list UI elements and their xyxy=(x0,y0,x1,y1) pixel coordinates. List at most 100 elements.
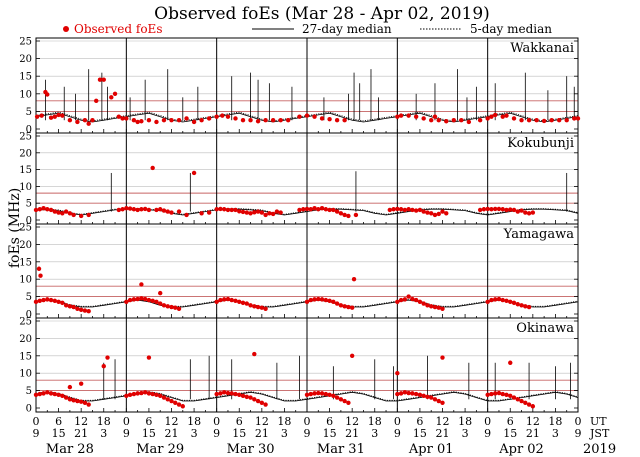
observed-point xyxy=(534,118,539,123)
observed-point xyxy=(240,209,246,215)
observed-point xyxy=(323,207,329,212)
observed-point xyxy=(154,392,159,397)
observed-point xyxy=(263,118,268,123)
legend-median27-label: 27-day median xyxy=(302,22,392,36)
observed-point xyxy=(523,304,528,309)
observed-point xyxy=(146,207,152,213)
observed-point xyxy=(398,297,404,303)
jst-tick-label: 3 xyxy=(462,427,469,440)
observed-point xyxy=(530,210,536,215)
observed-point xyxy=(221,297,227,302)
observed-point xyxy=(511,300,517,306)
jst-tick-label: 9 xyxy=(33,427,40,440)
jst-tick-label: 21 xyxy=(526,427,540,440)
observed-point xyxy=(508,299,513,305)
jst-tick-label: 15 xyxy=(232,427,246,440)
observed-point xyxy=(56,210,61,215)
observed-point xyxy=(432,212,438,218)
observed-point xyxy=(142,296,148,302)
observed-point xyxy=(255,304,261,310)
station-name: Okinawa xyxy=(516,321,574,336)
observed-point xyxy=(312,391,317,396)
observed-point xyxy=(67,304,73,309)
observed-point xyxy=(120,207,125,212)
observed-point xyxy=(395,114,400,119)
observed-point xyxy=(206,210,212,215)
panel-wakkanai: 0 5 10 15 20 25 Wakkanai xyxy=(19,37,581,136)
observed-point xyxy=(564,118,569,123)
observed-point xyxy=(124,206,129,211)
observed-point xyxy=(338,211,344,216)
observed-point xyxy=(105,355,110,360)
observed-point xyxy=(33,207,39,213)
observed-point xyxy=(496,390,502,396)
observed-point xyxy=(225,114,231,119)
y-tick-label: 15 xyxy=(19,351,32,362)
observed-point xyxy=(466,119,472,125)
observed-point xyxy=(526,402,532,407)
observed-point xyxy=(131,118,137,123)
observed-point xyxy=(304,299,310,305)
observed-point xyxy=(440,209,445,214)
jst-tick-label: 9 xyxy=(394,427,401,440)
observed-point xyxy=(154,119,159,125)
observed-point xyxy=(523,400,528,405)
date-label: Mar 29 xyxy=(136,442,184,457)
observed-point xyxy=(477,207,483,213)
y-tick-label: 25 xyxy=(19,37,32,48)
observed-point xyxy=(541,118,547,124)
observed-point xyxy=(45,390,50,395)
observed-point xyxy=(398,113,404,118)
jst-tick-label: 9 xyxy=(575,427,582,440)
observed-point xyxy=(297,207,302,213)
observed-point xyxy=(508,393,513,399)
observed-point xyxy=(252,397,257,402)
observed-point xyxy=(523,210,528,215)
ut-tick-label: 18 xyxy=(277,415,291,428)
observed-point xyxy=(139,296,144,301)
observed-point xyxy=(338,397,344,402)
observed-point xyxy=(60,393,65,399)
observed-point xyxy=(86,309,91,314)
observed-point xyxy=(150,298,155,303)
observed-point xyxy=(240,300,246,306)
observed-point xyxy=(395,371,400,376)
jst-tick-label: 15 xyxy=(323,427,337,440)
observed-point xyxy=(139,207,144,212)
observed-point xyxy=(161,118,167,123)
observed-point xyxy=(161,395,167,400)
observed-point xyxy=(334,395,340,400)
observed-point xyxy=(331,393,336,399)
observed-point xyxy=(429,211,434,216)
y-tick-label: 5 xyxy=(26,292,32,303)
observed-point xyxy=(421,301,426,306)
y-tick-label: 10 xyxy=(19,89,32,100)
observed-point xyxy=(410,296,415,302)
observed-point xyxy=(530,404,536,409)
observed-point xyxy=(71,212,76,218)
observed-point xyxy=(270,211,276,217)
observed-point xyxy=(496,296,502,302)
jst-tick-label: 3 xyxy=(100,427,107,440)
observed-point xyxy=(259,400,265,405)
observed-point xyxy=(263,402,268,407)
observed-point xyxy=(38,273,43,278)
observed-point xyxy=(519,118,524,123)
observed-point xyxy=(436,398,441,404)
jst-tick-label: 15 xyxy=(52,427,66,440)
observed-point xyxy=(82,308,88,313)
observed-point xyxy=(421,116,426,121)
jst-label: JST xyxy=(589,427,610,440)
ut-tick-label: 0 xyxy=(123,415,130,428)
observed-point xyxy=(519,398,524,404)
observed-point xyxy=(504,298,509,303)
observed-point xyxy=(184,116,189,121)
observed-point xyxy=(78,307,84,313)
jst-tick-label: 9 xyxy=(123,427,130,440)
observed-point xyxy=(173,400,178,405)
y-tick-label: 0 xyxy=(26,216,32,227)
observed-point xyxy=(342,304,347,309)
station-name: Wakkanai xyxy=(510,41,574,56)
observed-point xyxy=(492,391,498,396)
